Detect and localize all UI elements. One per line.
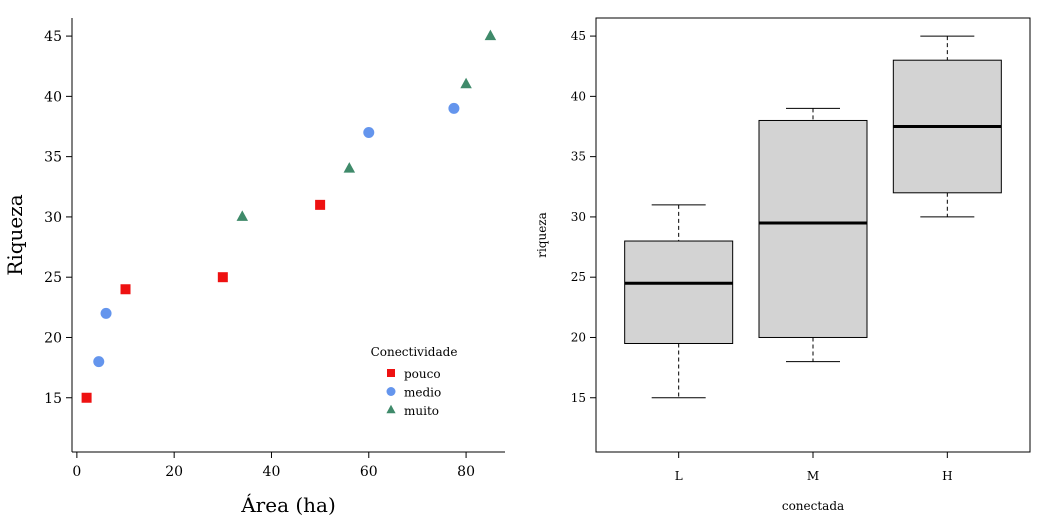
scatter-y-tick-label: 25 (44, 270, 62, 286)
scatter-y-tick-label: 35 (44, 150, 62, 166)
boxplot-y-tick-label: 20 (571, 330, 586, 344)
boxplot-y-tick-label: 40 (571, 89, 586, 103)
box-L (624, 204, 734, 399)
boxplot-x-axis-title: conectada (782, 499, 844, 513)
scatter-point-medio (100, 307, 112, 319)
box-H (892, 35, 1002, 218)
boxplot-boxes (624, 35, 1002, 399)
scatter-y-tick-label: 15 (44, 391, 62, 407)
scatter-point-muito (460, 77, 472, 89)
scatter-legend: Conectividade pouco medio muito (371, 345, 458, 418)
scatter-point-muito (343, 162, 356, 173)
box-iqr (624, 240, 734, 344)
scatter-point-pouco (81, 392, 92, 403)
scatter-y-tick-label: 45 (44, 29, 62, 45)
boxplot-x-tick-label: L (675, 469, 683, 483)
legend-label-pouco: pouco (404, 367, 441, 381)
box-iqr (758, 119, 868, 338)
scatter-x-tick-label: 80 (457, 464, 475, 480)
scatter-point-pouco (120, 284, 131, 295)
scatter-x-axis-title: Área (ha) (240, 493, 336, 517)
scatter-x-tick-label: 20 (165, 464, 183, 480)
scatter-plot-panel: 0 20 40 60 80 15 20 25 30 35 40 45 Conectividade po… (3, 18, 505, 517)
scatter-y-tick-label: 20 (44, 330, 62, 346)
scatter-y-axis-title: Riqueza (3, 194, 27, 276)
scatter-axes: 0 20 40 60 80 15 20 25 30 35 40 45 (44, 18, 505, 480)
scatter-x-tick-label: 0 (72, 464, 81, 480)
legend-title: Conectividade (371, 345, 458, 359)
scatter-x-tick-label: 60 (360, 464, 378, 480)
scatter-point-medio (363, 127, 375, 139)
legend-label-medio: medio (404, 386, 441, 400)
scatter-point-muito (236, 210, 249, 221)
scatter-points (81, 29, 497, 403)
legend-marker-muito (386, 404, 396, 414)
boxplot-x-tick-label: H (942, 469, 952, 483)
legend-label-muito: muito (404, 404, 439, 418)
box-M (758, 107, 868, 363)
scatter-point-medio (448, 102, 460, 114)
boxplot-y-tick-label: 15 (571, 391, 586, 405)
scatter-point-muito (484, 29, 497, 41)
scatter-y-tick-label: 40 (44, 89, 62, 105)
scatter-x-tick-label: 40 (263, 464, 281, 480)
scatter-point-pouco (217, 272, 228, 283)
boxplot-y-tick-label: 35 (571, 150, 586, 164)
boxplot-axes: 15 20 25 30 35 40 45 L M H (571, 29, 953, 483)
scatter-point-medio (93, 356, 105, 368)
box-plot-panel: 15 20 25 30 35 40 45 L M H conectada riqueza (535, 17, 1031, 513)
boxplot-y-tick-label: 45 (571, 29, 586, 43)
scatter-y-tick-label: 30 (44, 210, 62, 226)
boxplot-y-tick-label: 25 (571, 270, 586, 284)
legend-marker-pouco (387, 369, 395, 377)
boxplot-x-tick-label: M (807, 469, 819, 483)
scatter-point-pouco (315, 199, 326, 210)
boxplot-y-tick-label: 30 (571, 210, 586, 224)
boxplot-y-axis-title: riqueza (535, 212, 549, 258)
legend-marker-medio (386, 387, 396, 396)
